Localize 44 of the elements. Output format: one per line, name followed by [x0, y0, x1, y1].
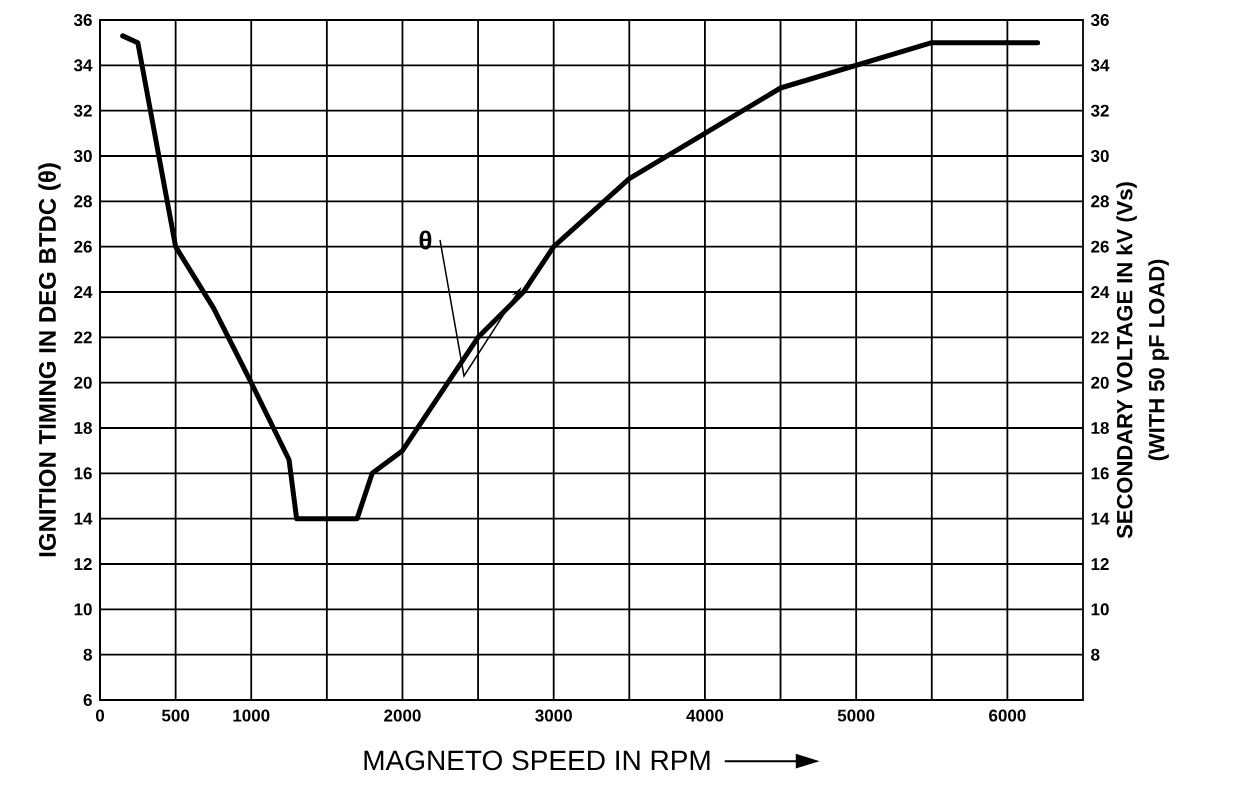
annotation: θ [419, 230, 432, 250]
y-tick-label: 22 [74, 331, 92, 344]
x-tick-label: 4000 [686, 709, 724, 722]
y-tick-label: 26 [74, 240, 92, 253]
y2-axis-title: SECONDARY VOLTAGE IN kV (Vs) [1116, 182, 1137, 539]
x-tick-label: 6000 [989, 709, 1026, 722]
y-tick-label: 20 [74, 376, 92, 389]
y-tick-label: 36 [73, 13, 92, 27]
y-tick-label: 30 [73, 149, 92, 163]
y-tick-label: 10 [74, 603, 92, 616]
y2-tick-label: 8 [1091, 648, 1100, 661]
y-tick-label: 14 [74, 512, 93, 525]
y-tick-label: 16 [74, 467, 92, 480]
x-tick-label: 5000 [837, 709, 875, 722]
y2-tick-label: 36 [1090, 13, 1109, 27]
y2-tick-label: 26 [1091, 240, 1109, 253]
x-tick-label: 3000 [535, 709, 572, 722]
y2-tick-label: 28 [1091, 195, 1109, 208]
y2-tick-label: 22 [1091, 331, 1109, 344]
y2-tick-label: 14 [1091, 512, 1110, 525]
x-axis-title: MAGNETO SPEED IN RPM [364, 750, 710, 771]
y-tick-label: 6 [83, 693, 92, 707]
y-axis-title: IGNITION TIMING IN DEG BTDC (θ) [38, 163, 61, 557]
y-tick-label: 24 [74, 286, 93, 298]
y2-tick-label: 24 [1091, 286, 1110, 298]
x-tick-label: 500 [161, 709, 190, 722]
y2-tick-label: 34 [1090, 59, 1110, 72]
x-tick-label: 2000 [384, 709, 421, 722]
y-tick-label: 32 [73, 104, 92, 117]
y2-tick-label: 32 [1090, 104, 1109, 117]
y-tick-label: 18 [74, 421, 92, 435]
y2-tick-label: 20 [1091, 376, 1109, 389]
text: (WITH 50 pF LOAD) [1148, 259, 1169, 461]
y2-tick-label: 12 [1091, 558, 1109, 570]
y2-tick-label: 10 [1091, 603, 1109, 616]
x-tick-label: 1000 [233, 709, 270, 722]
y-tick-label: 28 [74, 195, 92, 208]
y-tick-label: 8 [83, 648, 92, 661]
y2-tick-label: 16 [1091, 467, 1109, 480]
y-tick-label: 34 [73, 59, 93, 72]
y2-tick-label: 30 [1090, 149, 1109, 163]
x-tick-label: 0 [95, 709, 105, 722]
y2-tick-label: 18 [1091, 421, 1109, 435]
y-tick-label: 12 [74, 558, 92, 570]
